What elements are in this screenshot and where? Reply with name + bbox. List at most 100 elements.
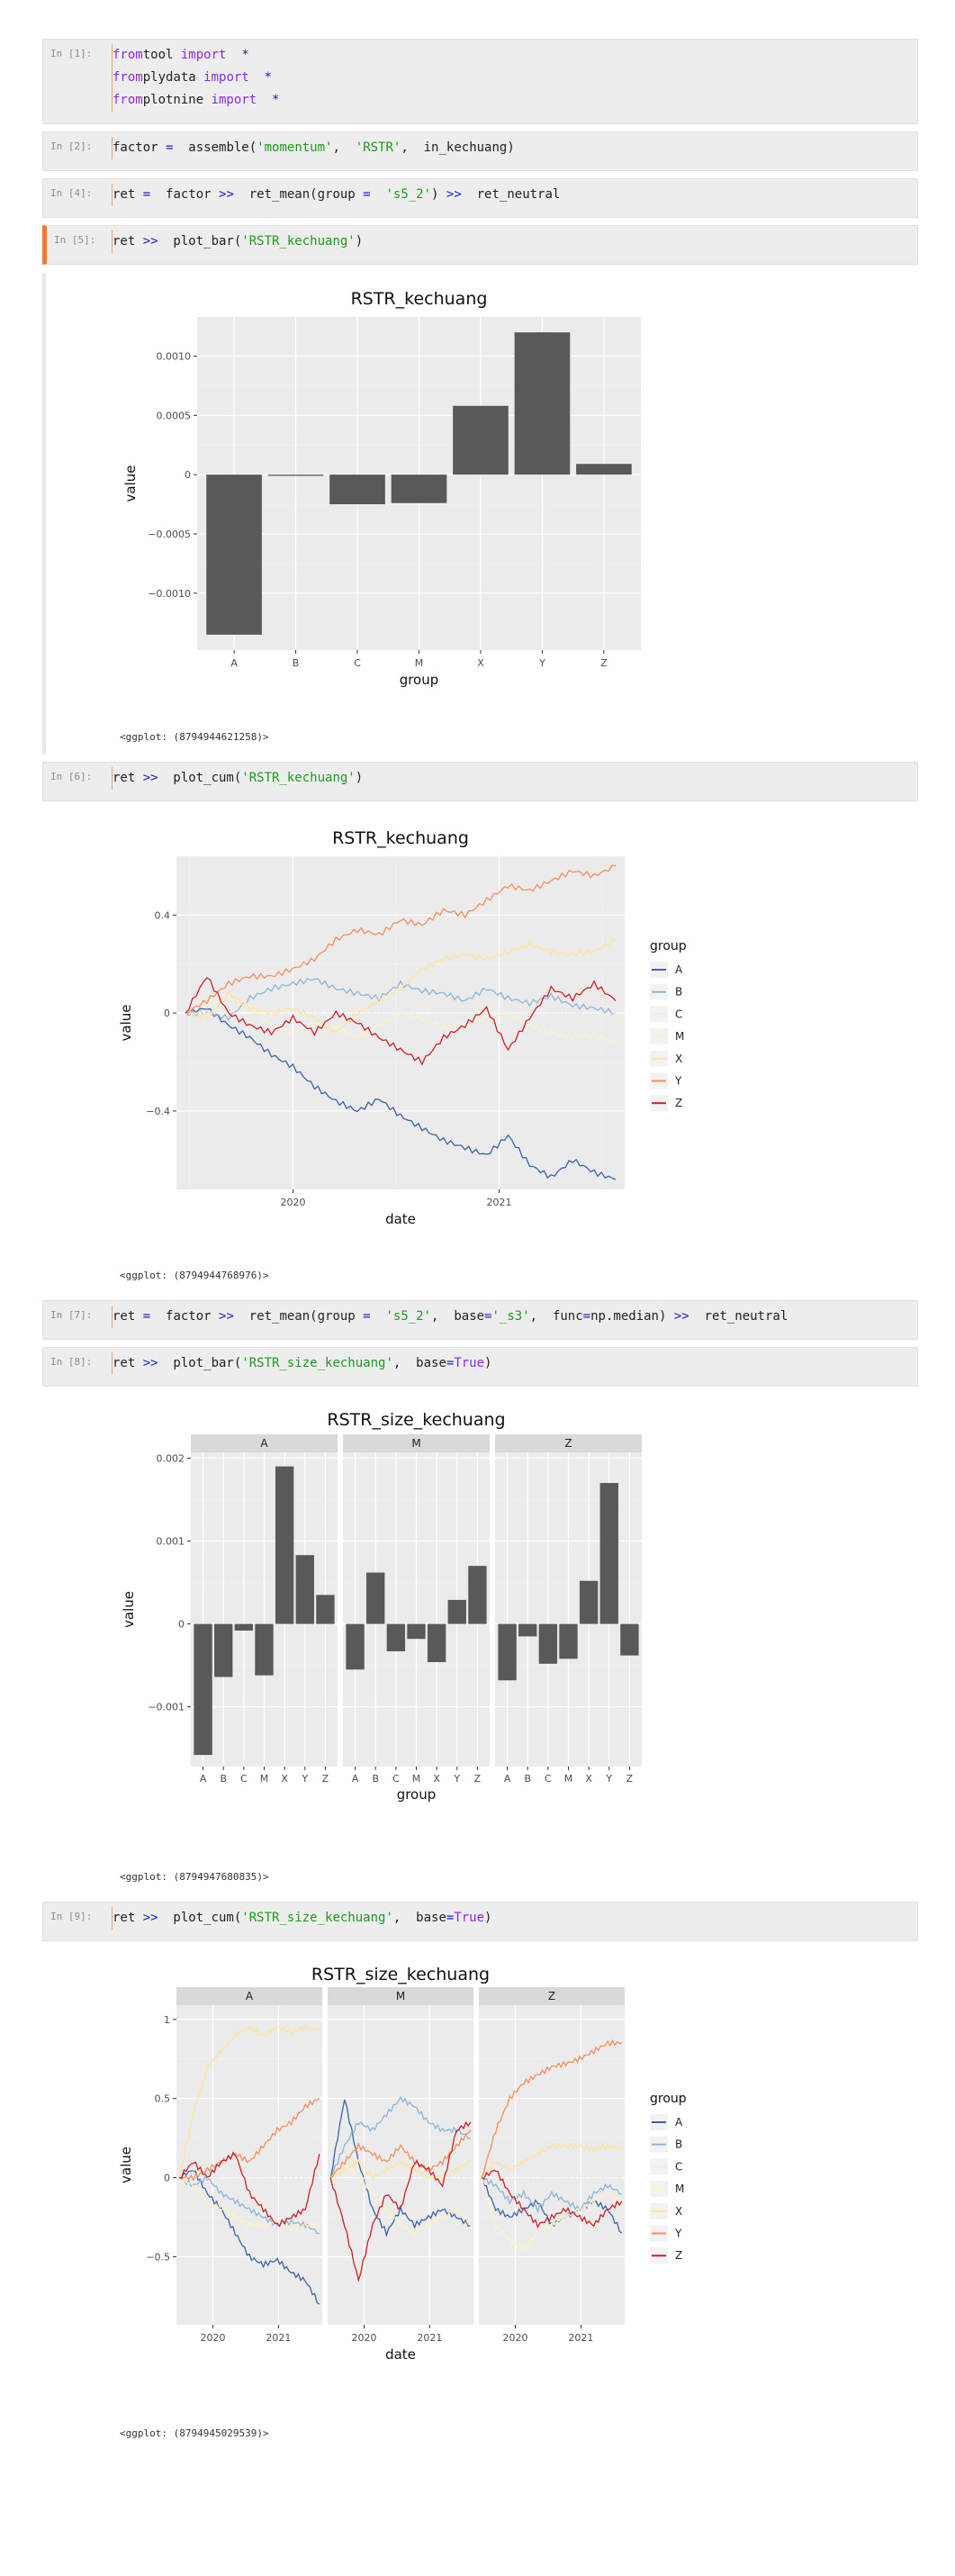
code-token: , in_kechuang) (401, 140, 515, 155)
code-token: = (166, 140, 174, 155)
code-cell-4[interactable]: In [5]: ret >> plot_bar('RSTR_kechuang') (42, 225, 918, 265)
y-tick-label: −0.0005 (148, 529, 191, 540)
code-token: ret_mean(group (233, 1309, 364, 1324)
y-tick-label: −0.4 (146, 1106, 170, 1117)
x-tick-label: Y (453, 1773, 460, 1785)
code-token: True (454, 1356, 485, 1370)
y-tick-label: −0.5 (146, 2251, 170, 2263)
code-cell-5[interactable]: In [6]: ret >> plot_cum('RSTR_kechuang') (42, 762, 918, 801)
code-token: factor (150, 187, 220, 202)
code-area[interactable]: factor = assemble('momentum', 'RSTR', in… (112, 137, 910, 159)
bar-Z-M (559, 1623, 578, 1659)
facet-A-line-M (178, 2177, 320, 2232)
code-area[interactable]: ret = factor >> ret_mean(group = 's5_2',… (112, 1306, 910, 1328)
facet-label: A (260, 1437, 268, 1450)
bar-M-A (346, 1623, 365, 1670)
facet-A-line-A (178, 2170, 320, 2305)
code-area[interactable]: ret >> plot_cum('RSTR_size_kechuang', ba… (112, 1907, 910, 1930)
x-tick-label: Z (626, 1773, 634, 1785)
code-token: plot_cum( (158, 771, 242, 785)
code-token: True (454, 1911, 485, 1925)
x-tick-label: M (564, 1773, 573, 1785)
x-tick-label: 2021 (417, 2332, 442, 2344)
code-token: ret (113, 234, 143, 249)
bar-M (391, 475, 447, 503)
facet-label: A (246, 1990, 254, 2002)
code-token: 's5_2' (385, 1309, 432, 1324)
code-token: factor (150, 1309, 220, 1324)
code-token: 'RSTR_size_kechuang' (241, 1356, 393, 1370)
facet-label: Z (548, 1990, 555, 2002)
code-token: from (113, 70, 143, 85)
x-tick-label: Y (538, 657, 545, 669)
code-area[interactable]: ret = factor >> ret_mean(group = 's5_2')… (112, 184, 910, 206)
code-token: assemble( (173, 140, 257, 155)
x-axis-label: group (400, 672, 439, 688)
y-axis-label: value (118, 2147, 134, 2183)
legend-label-X: X (675, 2205, 682, 2218)
cell-prompt: In [8]: (50, 1356, 93, 1368)
code-token: from (113, 93, 143, 107)
legend-label-A: A (675, 2116, 683, 2129)
code-token: = (142, 187, 151, 202)
cell-prompt: In [7]: (50, 1309, 93, 1321)
y-tick-label: 0.001 (157, 1536, 185, 1548)
code-token: >> (219, 187, 234, 202)
output-text: <ggplot: (8794944768976)> (120, 1270, 269, 1281)
code-cell-2[interactable]: In [2]: factor = assemble('momentum', 'R… (42, 131, 918, 171)
facet-A-line-X (178, 2023, 320, 2178)
x-tick-label: M (412, 1773, 421, 1785)
facet-strip (191, 1434, 338, 1452)
code-cell-8[interactable]: In [9]: ret >> plot_cum('RSTR_size_kechu… (42, 1902, 918, 1941)
bar-C (329, 475, 385, 505)
x-tick-label: A (352, 1773, 359, 1785)
bar-A (206, 475, 262, 635)
code-token: >> (219, 1309, 234, 1324)
x-tick-label: A (200, 1773, 207, 1785)
legend-title: group (650, 2092, 687, 2106)
code-cell-3[interactable]: In [4]: ret = factor >> ret_mean(group =… (42, 178, 918, 218)
bar-Z-A (498, 1623, 517, 1681)
code-token: plot_bar( (158, 1356, 242, 1370)
x-tick-label: 2021 (487, 1197, 512, 1208)
legend-label-M: M (675, 1030, 684, 1043)
code-token: * (264, 70, 273, 85)
bar-M-X (427, 1623, 446, 1662)
code-token: >> (142, 1356, 158, 1370)
code-area[interactable]: fromtool import * fromplydata import * f… (112, 44, 910, 112)
y-axis-label: value (118, 1005, 134, 1042)
code-token: plotnine (142, 93, 212, 107)
code-area[interactable]: ret >> plot_cum('RSTR_kechuang') (112, 767, 910, 790)
code-area[interactable]: ret >> plot_bar('RSTR_kechuang') (112, 230, 910, 253)
bar-M-M (407, 1623, 426, 1640)
x-tick-label: Z (474, 1773, 482, 1785)
code-token: ) (431, 187, 446, 202)
code-token: ) (355, 234, 364, 249)
code-token: 'RSTR' (355, 140, 401, 155)
plot-panel (176, 856, 625, 1189)
facet-M-line-Z (329, 2120, 472, 2282)
code-cell-7[interactable]: In [8]: ret >> plot_bar('RSTR_size_kechu… (42, 1347, 918, 1387)
y-axis-label: value (121, 1591, 137, 1628)
legend-label-Z: Z (675, 1097, 682, 1109)
legend-label-Z: Z (675, 2249, 682, 2262)
x-tick-label: B (372, 1773, 379, 1785)
code-cell-6[interactable]: In [7]: ret = factor >> ret_mean(group =… (42, 1300, 918, 1340)
x-axis-label: date (385, 2346, 416, 2363)
facet-strip (328, 1987, 473, 2005)
chart-title: RSTR_size_kechuang (311, 1965, 490, 1984)
facet-Z-line-B (481, 2177, 622, 2214)
facet-strip (176, 1987, 322, 2005)
x-tick-label: 2020 (503, 2332, 528, 2344)
code-area[interactable]: ret >> plot_bar('RSTR_size_kechuang', ba… (112, 1352, 910, 1375)
legend-label-Y: Y (674, 1075, 682, 1088)
x-tick-label: B (220, 1773, 227, 1785)
facet-strip (343, 1434, 490, 1452)
output-collapse-bar[interactable] (42, 273, 46, 755)
series-line-Z (185, 977, 617, 1066)
code-token: ret_neutral (689, 1309, 788, 1324)
output-text: <ggplot: (8794944621258)> (120, 731, 269, 743)
x-axis-label: date (385, 1211, 416, 1227)
bar-Z-C (538, 1623, 558, 1664)
code-cell-1[interactable]: In [1]: fromtool import * fromplydata im… (42, 39, 918, 124)
